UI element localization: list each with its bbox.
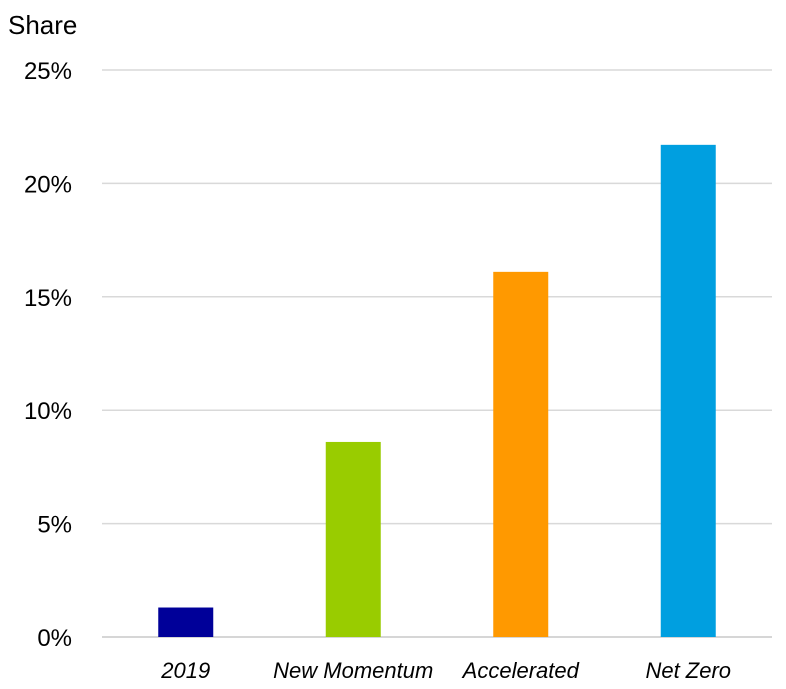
bar	[158, 607, 214, 637]
x-tick-label: New Momentum	[273, 658, 433, 683]
bar	[660, 144, 716, 637]
bars	[158, 144, 716, 637]
x-tick-label: Accelerated	[461, 658, 580, 683]
bar	[493, 271, 549, 637]
y-tick-label: 15%	[24, 285, 72, 312]
bar	[325, 441, 381, 637]
y-tick-label: 0%	[37, 625, 72, 652]
y-tick-label: 5%	[37, 512, 72, 539]
y-tick-label: 10%	[24, 398, 72, 425]
x-tick-label: Net Zero	[645, 658, 731, 683]
y-tick-label: 25%	[24, 58, 72, 85]
y-axis-label: Share	[8, 10, 77, 40]
y-tick-label: 20%	[24, 171, 72, 198]
gridlines	[102, 69, 772, 638]
x-tick-labels: 2019 New Momentum Accelerated Net Zero	[160, 658, 731, 683]
y-tick-labels: 0% 5% 10% 15% 20% 25%	[24, 58, 72, 652]
x-tick-label: 2019	[160, 658, 210, 683]
